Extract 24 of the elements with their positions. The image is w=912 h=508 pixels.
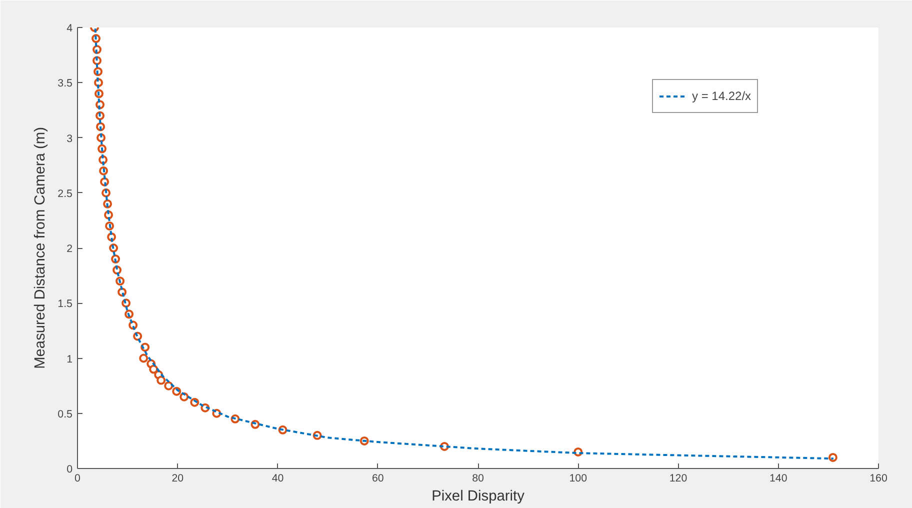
y-tick-label: 4 [66, 22, 73, 34]
x-axis-title: Pixel Disparity [432, 488, 526, 504]
y-tick-label: 3 [66, 132, 73, 145]
point [164, 381, 174, 390]
y-axis-title: Measured Distance from Camera (m) [32, 127, 49, 369]
x-tick-label: 80 [472, 472, 484, 484]
point [139, 354, 148, 363]
x-tick-label: 100 [569, 472, 588, 484]
y-tick-label: 0 [66, 464, 73, 476]
x-tick-label: 120 [669, 472, 688, 484]
point [156, 376, 166, 385]
x-tick-label: 0 [74, 472, 81, 484]
y-tick-label: 3.5 [58, 78, 73, 90]
x-tick-label: 40 [272, 472, 284, 484]
y-tick-label: 0.5 [58, 408, 73, 420]
x-tick-label: 60 [372, 472, 384, 484]
x-tick-label: 140 [769, 472, 788, 484]
y-tick-label: 2 [66, 243, 73, 255]
legend-label: y = 14.22/x [692, 89, 752, 103]
y-tick-label: 1.5 [58, 298, 73, 310]
x-tick-label: 160 [870, 472, 888, 484]
x-tick-label: 20 [172, 472, 184, 484]
y-tick-label: 1 [66, 353, 73, 366]
y-tick-label: 2.5 [58, 188, 73, 200]
